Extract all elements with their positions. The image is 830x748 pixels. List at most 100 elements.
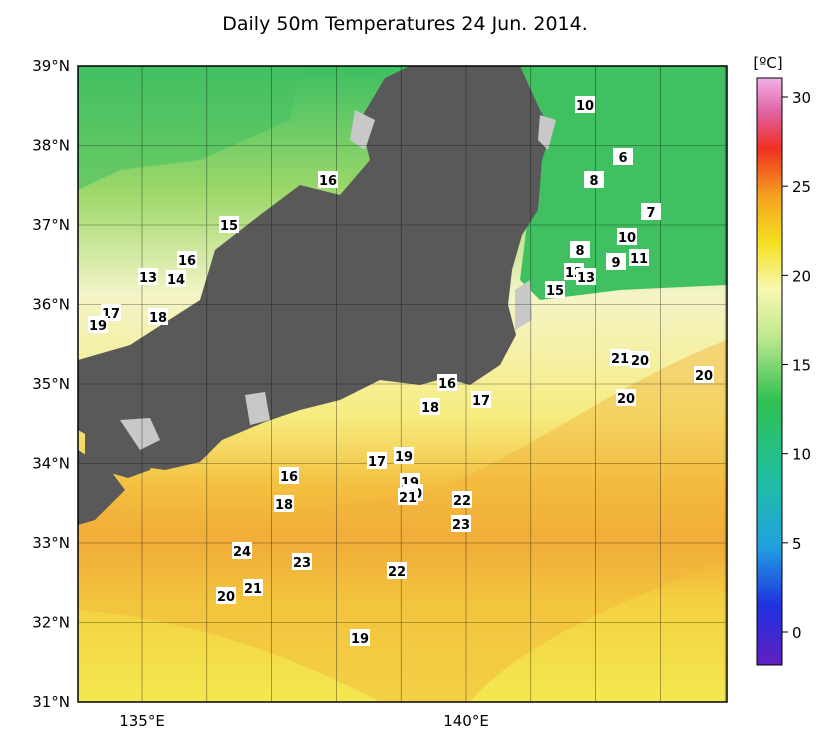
contour-label: 20 <box>617 392 635 407</box>
contour-label: 18 <box>149 311 167 326</box>
contour-label: 23 <box>452 518 470 533</box>
label-box <box>584 171 604 188</box>
contour-label: 16 <box>280 470 298 485</box>
label-box <box>166 270 186 287</box>
contour-label: 20 <box>631 354 649 369</box>
colorbar-tick-label: 30 <box>792 89 811 107</box>
label-box <box>398 488 418 505</box>
label-box <box>629 249 649 266</box>
contour-label: 20 <box>217 590 235 605</box>
label-box <box>138 268 158 285</box>
label-box <box>641 203 661 220</box>
colorbar-tick-label: 25 <box>792 178 811 196</box>
contour-label: 6 <box>618 151 627 166</box>
latitude-label: 36°N <box>32 296 70 314</box>
label-box <box>694 366 714 383</box>
latitude-label: 33°N <box>32 534 70 552</box>
contour-label: 16 <box>178 254 196 269</box>
label-box <box>613 148 633 165</box>
latitude-label: 39°N <box>32 57 70 75</box>
colorbar-tick-label: 15 <box>792 357 811 375</box>
contour-label: 21 <box>399 491 417 506</box>
label-box <box>617 228 637 245</box>
title: Daily 50m Temperatures 24 Jun. 2014. <box>222 13 588 35</box>
colorbar-tick-label: 0 <box>792 624 802 642</box>
label-box <box>452 491 472 508</box>
label-box <box>387 562 407 579</box>
label-box <box>471 391 491 408</box>
contour-label: 17 <box>472 394 490 409</box>
contour-label: 7 <box>646 206 655 221</box>
label-box <box>279 467 299 484</box>
label-box <box>437 374 457 391</box>
colorbar <box>756 77 783 666</box>
label-box <box>610 349 630 366</box>
label-box <box>367 452 387 469</box>
cold-water <box>78 66 300 190</box>
contour-label: 19 <box>351 632 369 647</box>
warm-water <box>78 340 727 702</box>
contour-label: 21 <box>611 352 629 367</box>
label-box <box>575 96 595 113</box>
contour-label: 13 <box>139 271 157 286</box>
contour-label: 15 <box>546 284 564 299</box>
contour-label: 10 <box>618 231 636 246</box>
contour-label: 23 <box>293 556 311 571</box>
label-box <box>88 316 108 333</box>
label-box <box>216 587 236 604</box>
contour-label: 14 <box>167 273 185 288</box>
colorbar-tick-label: 20 <box>792 267 811 285</box>
label-box <box>148 308 168 325</box>
contour-label: 17 <box>368 455 386 470</box>
contour-label: 8 <box>589 174 598 189</box>
land <box>78 450 125 525</box>
contour-label: 21 <box>244 582 262 597</box>
longitude-label: 140°E <box>443 712 489 730</box>
latitude-label: 32°N <box>32 614 70 632</box>
label-box <box>318 171 338 188</box>
contour-label: 11 <box>630 252 648 267</box>
contour-label: 19 <box>89 319 107 334</box>
colorbar-tick-label: 5 <box>792 535 802 553</box>
label-box <box>451 515 471 532</box>
contour-label: 19 <box>395 450 413 465</box>
label-box <box>219 216 239 233</box>
contour-label: 8 <box>575 244 584 259</box>
label-box <box>545 281 565 298</box>
map-frame <box>77 65 728 703</box>
contour-label: 18 <box>275 498 293 513</box>
latitude-label: 34°N <box>32 455 70 473</box>
contour-label: 13 <box>577 271 595 286</box>
label-box <box>576 268 596 285</box>
label-box <box>630 351 650 368</box>
contour-label: 22 <box>388 565 406 580</box>
label-box <box>606 253 626 270</box>
label-box <box>570 241 590 258</box>
latitude-label: 37°N <box>32 216 70 234</box>
label-box <box>243 579 263 596</box>
label-box <box>177 251 197 268</box>
contour-label: 22 <box>453 494 471 509</box>
label-box <box>274 495 294 512</box>
label-box <box>292 553 312 570</box>
label-box <box>232 542 252 559</box>
colorbar-unit: [ºC] <box>753 54 782 72</box>
label-box <box>420 398 440 415</box>
contour-label: 16 <box>438 377 456 392</box>
graticule <box>78 66 727 702</box>
latitude-label: 38°N <box>32 137 70 155</box>
contour-label: 20 <box>695 369 713 384</box>
longitude-label: 135°E <box>119 712 165 730</box>
latitude-label: 31°N <box>32 693 70 711</box>
contour-label: 18 <box>421 401 439 416</box>
contour-label: 24 <box>233 545 251 560</box>
land <box>78 66 552 470</box>
contour-label: 10 <box>576 99 594 114</box>
label-box <box>394 447 414 464</box>
contour-label: 15 <box>220 219 238 234</box>
colorbar-tick-label: 10 <box>792 446 811 464</box>
contour-label: 16 <box>319 174 337 189</box>
contour-label: 9 <box>611 256 620 271</box>
label-box <box>350 629 370 646</box>
